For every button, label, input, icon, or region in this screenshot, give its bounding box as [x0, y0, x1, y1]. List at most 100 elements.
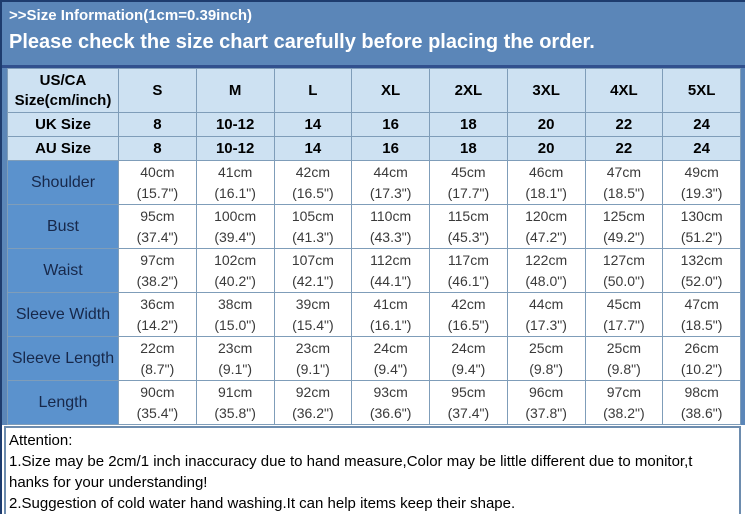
- size-column-header: 4XL: [584, 68, 664, 113]
- measurement-cm: 26cm: [684, 340, 719, 357]
- measurement-inch: (37.4"): [136, 228, 179, 245]
- size-info-banner: >>Size Information(1cm=0.39inch) Please …: [2, 2, 745, 65]
- measurement-inch: (18.5"): [680, 316, 723, 333]
- measurement-label: Sleeve Width: [7, 292, 119, 337]
- measurement-cell: 22cm (8.7"): [118, 336, 197, 381]
- measurement-inch: (8.7"): [140, 360, 175, 377]
- measurement-cell: 36cm (14.2"): [118, 292, 197, 337]
- measurement-inch: (38.2"): [603, 404, 645, 421]
- measurement-cell: 92cm (36.2"): [273, 380, 353, 425]
- row-label: AU Size: [7, 136, 119, 161]
- measurement-label: Length: [7, 380, 119, 425]
- measurement-cell: 95cm (37.4"): [118, 204, 197, 249]
- table-header-row: US/CA Size(cm/inch) S M L XL 2XL 3XL 4XL 5XL: [7, 68, 741, 113]
- size-column-header: 2XL: [429, 68, 508, 113]
- measurement-row: Sleeve Width 36cm (14.2") 38cm (15.0") 39cm (1…: [7, 292, 741, 337]
- measurement-cm: 24cm: [373, 340, 408, 357]
- measurement-cm: 96cm: [529, 384, 564, 401]
- size-number-cell: 22: [584, 112, 664, 137]
- measurement-cm: 98cm: [684, 384, 719, 401]
- measurement-cell: 25cm (9.8"): [506, 336, 586, 381]
- measurement-cm: 40cm: [140, 164, 175, 181]
- measurement-inch: (45.3"): [447, 228, 490, 245]
- measurement-cell: 23cm (9.1"): [273, 336, 353, 381]
- measurement-inch: (15.0"): [214, 316, 256, 333]
- measurement-cm: 45cm: [606, 296, 641, 313]
- measurement-row: Length 90cm (35.4") 91cm (35.8") 92cm (36.2") 9…: [7, 380, 741, 425]
- measurement-cell: 97cm (38.2"): [118, 248, 197, 293]
- measurement-inch: (14.2"): [136, 316, 179, 333]
- measurement-inch: (9.1"): [218, 360, 252, 377]
- measurement-cm: 47cm: [684, 296, 719, 313]
- measurement-cell: 90cm (35.4"): [118, 380, 197, 425]
- measurement-inch: (38.2"): [136, 272, 179, 289]
- measurement-cell: 100cm (39.4"): [195, 204, 275, 249]
- size-number-cell: 16: [351, 136, 430, 161]
- measurement-inch: (44.1"): [369, 272, 412, 289]
- measurement-inch: (15.4"): [292, 316, 334, 333]
- corner-line-1: US/CA: [39, 72, 87, 89]
- measurement-cm: 41cm: [218, 164, 253, 181]
- size-column-header: 3XL: [506, 68, 586, 113]
- measurement-cell: 24cm (9.4"): [429, 336, 508, 381]
- measurement-cell: 97cm (38.2"): [584, 380, 664, 425]
- size-number-cell: 10-12: [195, 112, 275, 137]
- measurement-inch: (17.3"): [369, 184, 412, 201]
- row-label: UK Size: [7, 112, 119, 137]
- measurement-inch: (36.2"): [292, 404, 334, 421]
- attention-line-1: 1.Size may be 2cm/1 inch inaccuracy due …: [9, 453, 693, 470]
- size-number-cell: 18: [429, 112, 508, 137]
- measurement-inch: (9.4"): [373, 360, 408, 377]
- measurement-cm: 125cm: [602, 208, 645, 225]
- measurement-cm: 102cm: [214, 252, 257, 269]
- measurement-cm: 117cm: [447, 252, 489, 269]
- corner-header-cell: US/CA Size(cm/inch): [7, 68, 119, 113]
- measurement-cm: 22cm: [140, 340, 175, 357]
- measurement-cm: 46cm: [529, 164, 564, 181]
- measurement-inch: (46.1"): [447, 272, 490, 289]
- measurement-inch: (48.0"): [525, 272, 567, 289]
- measurement-cm: 49cm: [684, 164, 719, 181]
- measurement-cell: 23cm (9.1"): [195, 336, 275, 381]
- measurement-row: Bust 95cm (37.4") 100cm (39.4") 105cm (41.3") 1…: [7, 204, 741, 249]
- measurement-cm: 97cm: [140, 252, 175, 269]
- measurement-inch: (37.4"): [447, 404, 490, 421]
- size-column-header: XL: [351, 68, 430, 113]
- measurement-label: Waist: [7, 248, 119, 293]
- measurement-cm: 107cm: [291, 252, 334, 269]
- measurement-cell: 117cm (46.1"): [429, 248, 508, 293]
- measurement-cm: 25cm: [606, 340, 641, 357]
- banner-subtitle: Please check the size chart carefully be…: [9, 31, 595, 53]
- measurement-cell: 45cm (17.7"): [429, 160, 508, 205]
- measurement-cell: 110cm (43.3"): [351, 204, 430, 249]
- measurement-cell: 40cm (15.7"): [118, 160, 197, 205]
- measurement-inch: (52.0"): [680, 272, 723, 289]
- measurement-inch: (42.1"): [292, 272, 334, 289]
- measurement-inch: (35.8"): [214, 404, 256, 421]
- measurement-cell: 115cm (45.3"): [429, 204, 508, 249]
- measurement-cm: 38cm: [218, 296, 253, 313]
- measurement-cm: 127cm: [602, 252, 645, 269]
- measurement-inch: (16.1"): [369, 316, 412, 333]
- measurement-cell: 25cm (9.8"): [584, 336, 664, 381]
- measurement-cm: 25cm: [529, 340, 564, 357]
- measurement-inch: (17.7"): [447, 184, 490, 201]
- size-column-header: S: [118, 68, 197, 113]
- measurement-inch: (47.2"): [525, 228, 567, 245]
- measurement-inch: (43.3"): [369, 228, 412, 245]
- size-column-header: M: [195, 68, 275, 113]
- size-number-cell: 16: [351, 112, 430, 137]
- measurement-inch: (18.1"): [525, 184, 567, 201]
- size-number-cell: 14: [273, 112, 353, 137]
- attention-note: Attention: 1.Size may be 2cm/1 inch inac…: [4, 426, 741, 514]
- measurement-cm: 41cm: [373, 296, 408, 313]
- measurement-cm: 97cm: [606, 384, 641, 401]
- measurement-cm: 132cm: [680, 252, 723, 269]
- measurement-inch: (18.5"): [603, 184, 645, 201]
- size-number-cell: 24: [662, 136, 741, 161]
- size-column-header: 5XL: [662, 68, 741, 113]
- measurement-row: Waist 97cm (38.2") 102cm (40.2") 107cm (42.1")…: [7, 248, 741, 293]
- size-number-cell: 8: [118, 136, 197, 161]
- measurement-cell: 130cm (51.2"): [662, 204, 741, 249]
